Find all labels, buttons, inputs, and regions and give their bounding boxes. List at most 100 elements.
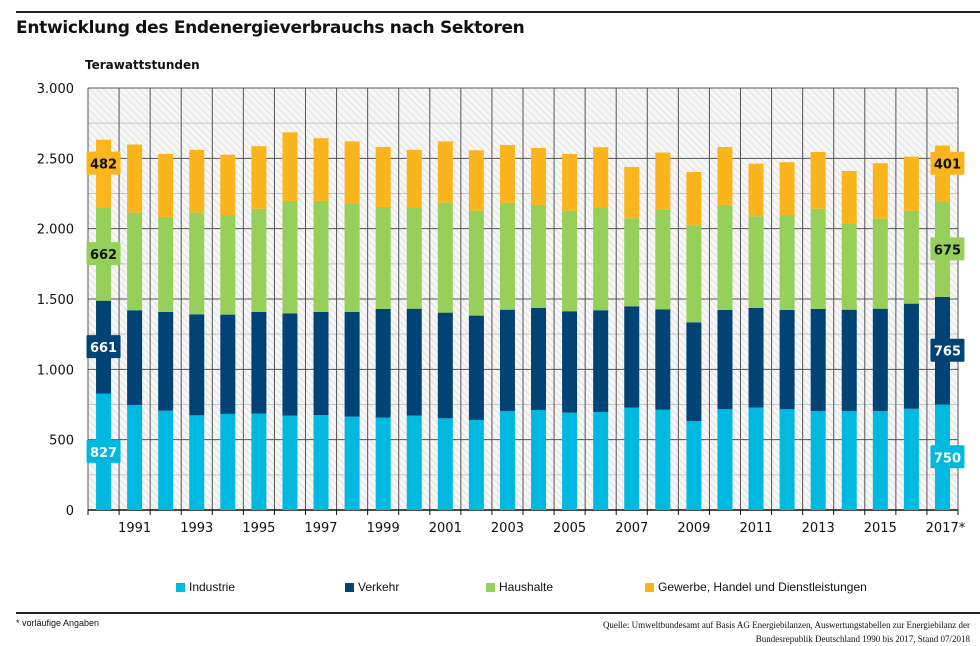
data-label: 661	[90, 341, 117, 356]
bar-industrie-2001	[437, 418, 453, 510]
bar-gewerbe-2010	[717, 146, 733, 205]
bar-industrie-1996	[282, 415, 298, 510]
bar-industrie-2000	[406, 415, 422, 510]
bar-haushalte-2005	[562, 210, 578, 312]
bar-gewerbe-1996	[282, 132, 298, 201]
bar-industrie-2002	[468, 419, 484, 510]
bar-gewerbe-2001	[437, 141, 453, 203]
top-rule	[16, 11, 980, 13]
bar-gewerbe-2002	[468, 150, 484, 211]
bar-haushalte-1991	[127, 212, 143, 311]
bar-industrie-1999	[375, 417, 391, 510]
bar-industrie-2004	[531, 409, 547, 510]
bar-verkehr-2009	[686, 322, 702, 421]
data-label-box	[86, 151, 121, 175]
bar-haushalte-2016	[903, 210, 919, 304]
legend-item-gewerbe: Gewerbe, Handel und Dienstleistungen	[645, 580, 867, 594]
bar-verkehr-2002	[468, 315, 484, 420]
bar-verkehr-1992	[158, 311, 174, 411]
bar-haushalte-2010	[717, 204, 733, 310]
bar-verkehr-1996	[282, 313, 298, 416]
x-tick-label: 1991	[118, 521, 151, 536]
bar-verkehr-2010	[717, 309, 733, 410]
bar-haushalte-2009	[686, 225, 702, 323]
y-tick-label: 500	[49, 434, 74, 449]
x-tick-label: 2007	[615, 521, 648, 536]
x-tick-label: 1995	[242, 521, 275, 536]
bar-industrie-2016	[903, 408, 919, 510]
bar-gewerbe-2013	[810, 152, 826, 209]
bar-gewerbe-1991	[127, 144, 143, 213]
chart-title: Entwicklung des Endenergieverbrauchs nac…	[16, 18, 525, 38]
source-note: Quelle: Umweltbundesamt auf Basis AG Ene…	[603, 618, 970, 646]
bar-haushalte-2007	[624, 218, 640, 307]
x-tick-label: 2013	[802, 521, 835, 536]
bar-verkehr-2003	[499, 309, 515, 411]
x-tick-label: 1997	[304, 521, 337, 536]
legend-label: Verkehr	[358, 580, 400, 594]
bar-verkehr-2011	[748, 308, 764, 408]
bar-verkehr-1995	[251, 311, 267, 414]
data-label: 401	[934, 158, 961, 173]
y-tick-label: 3.000	[37, 82, 74, 97]
bar-gewerbe-2016	[903, 156, 919, 211]
x-tick-label: 1999	[367, 521, 400, 536]
bar-verkehr-2016	[903, 303, 919, 409]
x-tick-label: 2017*	[926, 521, 966, 536]
bar-haushalte-1992	[158, 216, 174, 312]
bar-verkehr-2004	[531, 308, 547, 410]
bar-verkehr-1991	[127, 310, 143, 405]
bar-gewerbe-1997	[313, 138, 329, 201]
bar-industrie-1992	[158, 410, 174, 510]
bar-gewerbe-1994	[220, 154, 236, 216]
bar-haushalte-1995	[251, 208, 267, 312]
legend-item-industrie: Industrie	[176, 580, 235, 594]
bar-haushalte-2015	[872, 218, 888, 309]
x-tick-label: 2003	[491, 521, 524, 536]
bar-gewerbe-2015	[872, 163, 888, 219]
source-line: Quelle: Umweltbundesamt auf Basis AG Ene…	[602, 620, 970, 630]
bar-verkehr-1999	[375, 308, 391, 418]
bar-haushalte-1993	[189, 212, 205, 315]
bar-verkehr-2000	[406, 308, 422, 416]
bar-industrie-1997	[313, 415, 329, 510]
bottom-rule	[16, 612, 980, 614]
bar-verkehr-2015	[872, 308, 888, 411]
bar-gewerbe-1999	[375, 146, 391, 208]
bar-gewerbe-2009	[686, 171, 702, 226]
data-label: 662	[90, 248, 117, 263]
legend-swatch	[345, 582, 354, 592]
bar-industrie-2010	[717, 409, 733, 510]
chart-plot: 0 500 1.000 1.500 2.000 2.500 3.000 1991 1993 199…	[37, 82, 966, 536]
y-tick-label: 1.000	[37, 363, 74, 378]
bar-verkehr-1994	[220, 314, 236, 414]
data-label-box	[930, 445, 965, 469]
bar-gewerbe-2012	[779, 162, 795, 216]
legend-label: Industrie	[189, 580, 236, 594]
bar-industrie-1995	[251, 413, 267, 510]
legend-label: Gewerbe, Handel und Dienstleistungen	[658, 580, 867, 594]
bar-verkehr-2014	[841, 309, 857, 411]
bar-verkehr-2006	[593, 310, 609, 412]
bar-gewerbe-1993	[189, 149, 205, 213]
bar-haushalte-2004	[531, 204, 547, 309]
bar-gewerbe-2003	[499, 144, 515, 203]
bar-industrie-2009	[686, 420, 702, 510]
x-tick-label: 2005	[553, 521, 586, 536]
bar-gewerbe-2007	[624, 166, 640, 219]
y-tick-label: 0	[66, 504, 74, 519]
bar-haushalte-2008	[655, 209, 671, 310]
bar-industrie-1993	[189, 415, 205, 510]
bar-haushalte-1997	[313, 200, 329, 312]
bar-gewerbe-2000	[406, 149, 422, 208]
bar-verkehr-2008	[655, 309, 671, 410]
bar-verkehr-1997	[313, 311, 329, 416]
data-label-box	[86, 335, 121, 359]
bar-haushalte-2013	[810, 208, 826, 309]
bar-haushalte-2011	[748, 216, 764, 309]
data-label-box	[86, 439, 121, 463]
bar-industrie-2015	[872, 410, 888, 510]
bar-industrie-2012	[779, 409, 795, 510]
bar-industrie-1991	[127, 404, 143, 510]
